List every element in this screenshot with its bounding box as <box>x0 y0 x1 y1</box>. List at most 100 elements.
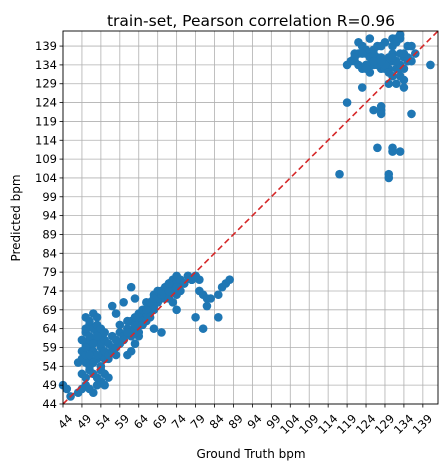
data-point <box>395 30 405 40</box>
data-point <box>85 316 94 326</box>
data-point <box>100 328 109 337</box>
data-point <box>92 331 102 341</box>
data-point <box>399 49 409 58</box>
data-point <box>376 56 386 66</box>
data-point <box>354 38 363 47</box>
data-point <box>202 301 212 311</box>
data-point <box>81 373 91 382</box>
y-tick-label: 129 <box>35 77 57 91</box>
data-point <box>168 297 178 307</box>
data-point <box>142 305 151 315</box>
data-point <box>126 282 136 292</box>
chart-title: train-set, Pearson correlation R=0.96 <box>107 12 395 30</box>
y-tick-label: 54 <box>42 359 57 373</box>
data-point <box>214 290 223 300</box>
data-point <box>123 316 132 326</box>
y-tick-label: 69 <box>42 303 57 317</box>
y-tick-label: 134 <box>35 58 57 72</box>
data-point <box>81 343 91 352</box>
data-point <box>115 320 125 330</box>
y-tick-label: 84 <box>42 246 57 260</box>
y-tick-label: 104 <box>35 171 57 185</box>
data-point <box>206 294 216 303</box>
data-point <box>369 56 378 66</box>
data-point <box>77 335 87 345</box>
y-tick-label: 139 <box>35 39 57 53</box>
data-point <box>130 294 140 303</box>
data-point <box>89 339 98 349</box>
data-point <box>119 297 128 307</box>
data-point <box>399 83 409 92</box>
data-point <box>157 328 166 337</box>
data-point <box>342 60 352 70</box>
data-point <box>384 169 394 179</box>
data-point <box>149 324 159 333</box>
data-point <box>130 313 140 322</box>
data-point <box>350 53 359 62</box>
data-point <box>388 53 397 62</box>
data-point <box>92 373 102 382</box>
data-point <box>107 301 117 311</box>
data-point <box>198 324 208 333</box>
y-tick-label: 124 <box>35 96 57 110</box>
data-point <box>376 102 386 111</box>
data-point <box>130 339 140 349</box>
data-point <box>164 279 174 288</box>
data-point <box>92 350 102 360</box>
y-tick-label: 99 <box>42 190 57 204</box>
y-tick-label: 89 <box>42 227 57 241</box>
x-axis-label: Ground Truth bpm <box>196 447 305 461</box>
data-point <box>388 147 397 156</box>
data-point <box>89 358 98 367</box>
data-point <box>342 98 352 107</box>
data-point <box>214 313 223 322</box>
data-point <box>130 320 140 330</box>
data-point <box>373 143 382 153</box>
y-tick-label: 64 <box>42 322 57 336</box>
data-point <box>335 169 344 179</box>
y-tick-label: 79 <box>42 265 57 279</box>
data-point <box>89 388 98 397</box>
y-tick-label: 44 <box>42 397 57 411</box>
data-point <box>85 331 94 341</box>
data-point <box>172 305 181 315</box>
data-point <box>100 380 109 390</box>
y-axis-ticks: 44 49 54 59 64 69 74 79 84 89 94 99 104 109 114 119 124 1… <box>35 39 63 411</box>
data-point <box>403 41 412 51</box>
data-point <box>111 309 121 318</box>
data-point <box>365 34 375 43</box>
identity-line-group <box>62 30 439 405</box>
grid-lines <box>62 31 438 405</box>
data-point <box>62 384 72 394</box>
data-point <box>92 313 102 322</box>
y-tick-label: 74 <box>42 284 57 298</box>
y-tick-label: 49 <box>42 378 57 392</box>
data-point <box>104 373 113 382</box>
data-point <box>191 313 200 322</box>
y-tick-label: 114 <box>35 133 57 147</box>
data-point <box>123 328 132 337</box>
data-point <box>149 294 159 303</box>
y-tick-label: 94 <box>42 209 57 223</box>
data-point <box>361 64 371 73</box>
data-point <box>369 105 378 115</box>
data-point <box>85 350 94 360</box>
data-point <box>407 109 416 119</box>
data-point <box>426 60 435 70</box>
plot-frame <box>62 30 439 405</box>
data-point <box>225 275 234 284</box>
data-point <box>395 147 405 156</box>
data-point <box>111 335 121 345</box>
data-point <box>164 286 174 296</box>
data-point <box>354 60 363 70</box>
y-tick-label: 119 <box>35 114 57 128</box>
data-point <box>369 45 378 55</box>
identity-line <box>62 30 439 405</box>
data-point <box>357 49 367 58</box>
y-axis-label: Predicted bpm <box>9 174 23 261</box>
data-point <box>392 79 401 89</box>
data-point <box>395 71 405 81</box>
data-point <box>376 41 386 51</box>
data-point <box>357 83 367 92</box>
